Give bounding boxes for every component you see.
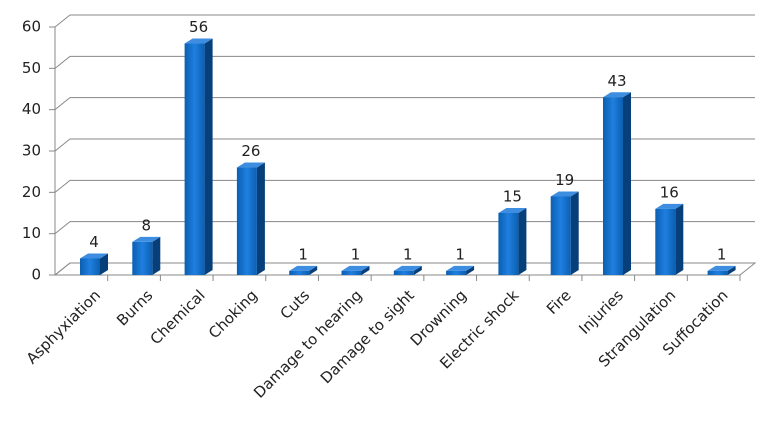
bar xyxy=(393,270,414,275)
bar-side xyxy=(361,265,370,275)
y-tick-label: 50 xyxy=(22,59,41,77)
bar xyxy=(655,208,676,275)
bar-top xyxy=(184,38,213,44)
bar xyxy=(707,270,728,275)
bar-side xyxy=(413,265,422,275)
value-label: 56 xyxy=(189,18,208,36)
bar-top xyxy=(80,253,108,259)
bar xyxy=(184,43,205,276)
value-label: 1 xyxy=(298,245,308,263)
bar-top xyxy=(707,265,736,271)
bar xyxy=(550,196,571,275)
value-label: 16 xyxy=(660,183,679,201)
y-tick-label: 10 xyxy=(22,224,41,242)
grid-line xyxy=(54,138,755,152)
x-tick-label: Fire xyxy=(543,286,575,318)
bar-side xyxy=(100,253,108,275)
x-tick-label: Damage to sight xyxy=(317,286,418,387)
value-label: 8 xyxy=(142,216,152,234)
grid-line xyxy=(54,14,755,28)
grid-line xyxy=(54,55,755,69)
bar-top xyxy=(655,203,684,209)
y-tick-label: 0 xyxy=(31,266,41,284)
bar-side xyxy=(152,236,161,275)
bar-top xyxy=(498,208,527,213)
grid-line xyxy=(54,97,755,111)
bar-side xyxy=(309,265,318,275)
bar-top xyxy=(550,191,579,197)
value-label: 1 xyxy=(351,245,361,263)
bar-side xyxy=(466,265,475,275)
bar xyxy=(446,270,467,275)
grid-line xyxy=(54,221,755,235)
bar xyxy=(603,97,623,276)
bar-side xyxy=(623,92,631,276)
value-label: 1 xyxy=(717,245,727,263)
y-tick-label: 40 xyxy=(22,100,41,118)
bar-side xyxy=(727,265,736,275)
bar-side xyxy=(256,162,265,275)
bar xyxy=(80,258,100,275)
x-tick-label: Burns xyxy=(113,286,156,329)
value-label: 1 xyxy=(403,245,413,263)
x-tick-label: Asphyxiation xyxy=(23,286,104,367)
y-tick-label: 60 xyxy=(22,18,41,36)
grid-line xyxy=(54,179,755,193)
bar-top xyxy=(132,236,161,242)
bar xyxy=(289,270,310,275)
bar-top xyxy=(289,265,318,271)
value-label: 4 xyxy=(89,233,99,251)
value-label: 1 xyxy=(455,245,465,263)
bar xyxy=(132,241,153,275)
bar xyxy=(236,167,257,275)
bar-top xyxy=(236,162,265,168)
bar-top xyxy=(446,265,475,271)
grid-line xyxy=(54,262,755,276)
bar xyxy=(341,270,362,275)
x-tick-label: Cuts xyxy=(277,286,314,323)
bar-side xyxy=(675,203,684,275)
x-tick-label: Chemical xyxy=(147,286,209,348)
y-tick-label: 30 xyxy=(22,142,41,160)
x-tick-label: Injuries xyxy=(575,286,627,338)
x-tick-label: Choking xyxy=(205,286,261,342)
bar-side xyxy=(570,191,579,275)
y-tick-label: 20 xyxy=(22,183,41,201)
bar-top xyxy=(603,92,631,98)
bar-side xyxy=(518,208,527,275)
bar-top xyxy=(393,265,422,271)
value-label: 26 xyxy=(241,142,260,160)
bar-top xyxy=(341,265,370,271)
value-label: 43 xyxy=(607,72,626,90)
value-label: 15 xyxy=(503,188,522,206)
value-label: 19 xyxy=(555,171,574,189)
bar-side xyxy=(204,38,213,276)
bar xyxy=(498,213,519,275)
